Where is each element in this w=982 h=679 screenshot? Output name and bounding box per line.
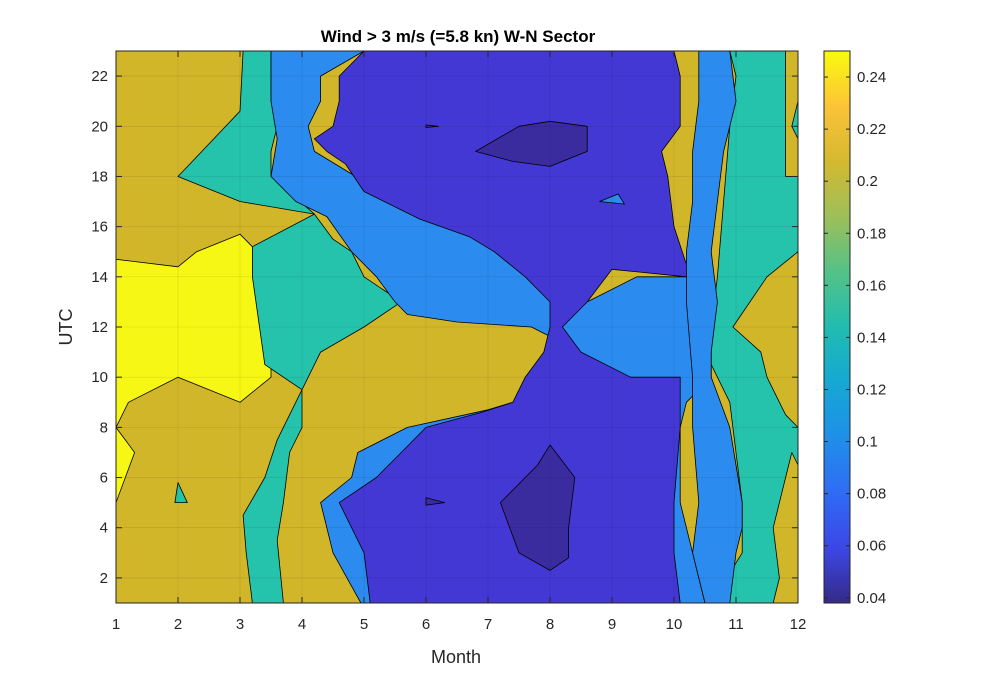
- x-tick-label: 6: [422, 616, 430, 633]
- plot-area: [116, 51, 798, 603]
- x-tick-label: 3: [236, 616, 244, 633]
- x-tick-label: 10: [666, 616, 683, 633]
- contour-region-purple-main: [313, 51, 687, 603]
- y-tick-label: 16: [91, 219, 108, 236]
- x-tick-label: 9: [608, 616, 616, 633]
- contour-region-small-mid: [599, 193, 625, 205]
- contour-region-small-top: [425, 124, 439, 128]
- colorbar-tick-label: 0.04: [857, 590, 886, 607]
- colorbar-tick-label: 0.22: [857, 121, 886, 138]
- chart-title: Wind > 3 m/s (=5.8 kn) W-N Sector: [321, 27, 596, 46]
- contour-region-small-gold: [174, 482, 188, 504]
- contour-region-dark-top: [475, 120, 588, 167]
- colorbar-tick-label: 0.24: [857, 69, 886, 86]
- x-tick-label: 5: [360, 616, 368, 633]
- x-tick-label: 2: [174, 616, 182, 633]
- contour-region-yellow-core: [116, 233, 272, 504]
- y-tick-label: 4: [100, 520, 108, 537]
- colorbar-tick-label: 0.06: [857, 538, 886, 555]
- x-tick-label: 11: [728, 616, 744, 633]
- colorbar: 0.04 0.06 0.08 0.1 0.12 0.14 0.16 0.18 0.2 0.22 0.…: [823, 50, 886, 607]
- y-tick-label: 18: [91, 168, 108, 185]
- x-tick-label: 8: [546, 616, 554, 633]
- x-axis-label: Month: [431, 647, 481, 667]
- y-tick-label: 6: [100, 470, 108, 487]
- x-tick-label: 7: [484, 616, 492, 633]
- x-tick-label: 12: [790, 616, 807, 633]
- y-axis-ticks: 2 4 6 8 10 12 14 16 18 20 22: [91, 68, 798, 587]
- y-tick-label: 22: [91, 68, 108, 85]
- contour-region-gold-right-mid: [732, 251, 798, 428]
- y-tick-label: 2: [100, 570, 108, 587]
- colorbar-tick-label: 0.08: [857, 486, 886, 503]
- colorbar-tick-label: 0.2: [857, 173, 878, 190]
- y-axis-label: UTC: [56, 309, 76, 346]
- x-axis-ticks: 1 2 3 4 5 6 7 8 9 10 11 12: [112, 51, 807, 633]
- contour-region-blue-right: [686, 51, 743, 603]
- colorbar-tick-label: 0.1: [857, 434, 878, 451]
- y-tick-label: 8: [100, 419, 108, 436]
- y-tick-label: 10: [91, 369, 108, 386]
- colorbar-gradient: [823, 50, 851, 604]
- colorbar-tick-label: 0.14: [857, 329, 886, 346]
- x-tick-label: 1: [112, 616, 120, 633]
- colorbar-tick-label: 0.18: [857, 225, 886, 242]
- contour-region-dark-bottom: [499, 444, 576, 571]
- colorbar-tick-label: 0.12: [857, 381, 886, 398]
- y-tick-label: 14: [91, 269, 108, 286]
- contour-region-gold-right: [785, 51, 798, 177]
- y-tick-label: 12: [91, 319, 108, 336]
- y-tick-label: 20: [91, 118, 108, 135]
- x-tick-label: 4: [298, 616, 306, 633]
- colorbar-tick-label: 0.16: [857, 277, 886, 294]
- contour-region-small-bottom: [425, 497, 446, 506]
